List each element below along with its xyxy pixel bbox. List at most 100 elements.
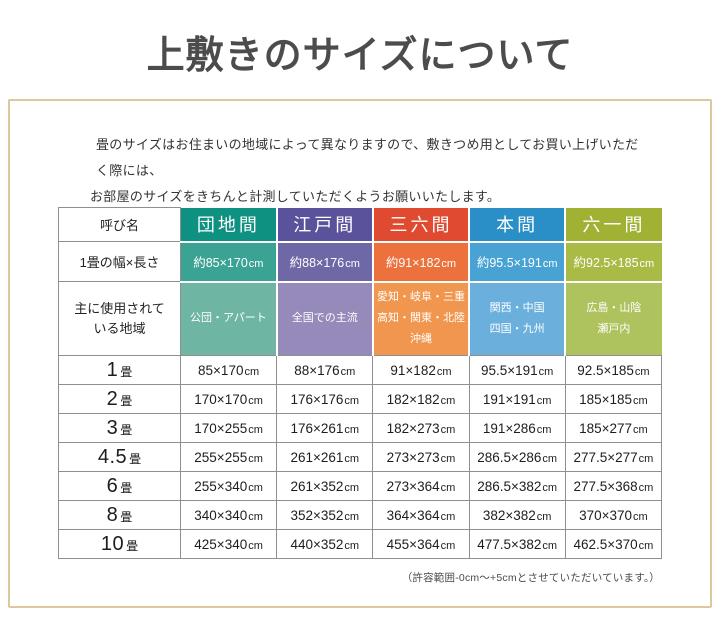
unit-label: cm [344, 481, 360, 494]
size-value-cell: 88×176cm [276, 355, 374, 385]
size-value-cell: 286.5×382cm [468, 471, 566, 501]
unit-label: cm [248, 394, 263, 407]
table-row: 主に使用されて いる地域 公団・アパート 全国での主流 愛知・岐阜・三重 高知・関東・… [58, 280, 662, 356]
unit-label: cm [248, 452, 263, 465]
description-line: お部屋のサイズをきちんと計測していただくようお願いいたします。 [90, 189, 501, 204]
unit-label: cm [633, 510, 648, 523]
column-header: 三六間 [371, 207, 470, 242]
unit-label: cm [440, 510, 456, 523]
size-number: 4.5 [97, 445, 128, 468]
mat-dimension-cell: 約92.5×185cm [564, 240, 662, 282]
size-unit-label: 畳 [120, 480, 133, 495]
size-unit-label: 畳 [120, 422, 133, 437]
size-value-cell: 277.5×368cm [564, 471, 663, 501]
table-row: 1 畳 85×170cm 88×176cm 91×182cm 95.5×191cm 92.5… [58, 355, 663, 385]
size-value-cell: 277.5×277cm [564, 442, 663, 472]
size-unit-label: 畳 [129, 451, 142, 466]
mat-dimension-cell: 約91×182cm [371, 240, 470, 282]
unit-label: cm [248, 258, 264, 270]
unit-label: cm [633, 394, 648, 407]
size-value-cell: 425×340cm [179, 529, 278, 559]
unit-label: cm [248, 510, 263, 523]
size-value-cell: 273×273cm [372, 442, 470, 472]
unit-label: cm [538, 365, 554, 378]
mat-dimension-cell: 約85×170cm [180, 240, 277, 282]
region-cell: 愛知・岐阜・三重 高知・関東・北陸 沖縄 [371, 280, 470, 356]
unit-label: cm [638, 481, 654, 494]
size-number: 1 [106, 358, 119, 381]
unit-label: cm [440, 423, 456, 436]
size-value-cell: 182×182cm [372, 384, 470, 414]
size-number: 10 [100, 532, 125, 555]
unit-label: cm [440, 539, 456, 552]
unit-label: cm [344, 423, 360, 436]
unit-label: cm [633, 423, 648, 436]
region-cell: 広島・山陰 瀬戸内 [564, 280, 662, 356]
tatami-size-table: 呼び名 団地間 江戸間 三六間 本間 六一間 1畳の幅×長さ 約85×170cm 約88×176… [58, 207, 663, 559]
size-value-cell: 261×261cm [276, 442, 374, 472]
unit-label: cm [536, 510, 552, 523]
size-value-cell: 440×352cm [276, 529, 374, 559]
table-row: 1畳の幅×長さ 約85×170cm 約88×176cm 約91×182cm 約95.5×… [58, 240, 662, 282]
column-header: 本間 [468, 207, 566, 242]
size-value-cell: 364×364cm [372, 500, 470, 530]
unit-label: cm [248, 423, 263, 436]
size-value-cell: 95.5×191cm [468, 355, 566, 385]
table-row: 3 畳 170×255cm 176×261cm 182×273cm 191×286cm 18… [58, 413, 663, 443]
unit-label: cm [345, 258, 360, 270]
size-number: 3 [106, 416, 119, 439]
unit-label: cm [440, 481, 456, 494]
mat-dimension-cell: 約88×176cm [275, 240, 373, 282]
size-value-cell: 477.5×382cm [468, 529, 566, 559]
size-value-cell: 92.5×185cm [564, 355, 663, 385]
size-value-cell: 340×340cm [179, 500, 278, 530]
size-value-cell: 462.5×370cm [564, 529, 663, 559]
size-value-cell: 176×176cm [276, 384, 374, 414]
size-value-cell: 286.5×286cm [468, 442, 566, 472]
column-header: 団地間 [180, 207, 277, 242]
unit-label: cm [536, 423, 552, 436]
unit-label: cm [542, 258, 558, 270]
unit-label: cm [638, 452, 654, 465]
column-header: 六一間 [564, 207, 662, 242]
size-value-cell: 455×364cm [372, 529, 470, 559]
size-value-cell: 170×255cm [179, 413, 278, 443]
size-value-cell: 382×382cm [468, 500, 566, 530]
size-value-cell: 261×352cm [276, 471, 374, 501]
description-text: 畳のサイズはお住まいの地域によって異なりますので、敷きつめ用としてお買い上げいた… [90, 132, 650, 210]
size-number: 6 [106, 474, 119, 497]
unit-label: cm [639, 258, 655, 270]
unit-label: cm [542, 481, 558, 494]
unit-label: cm [536, 394, 552, 407]
unit-label: cm [440, 452, 456, 465]
unit-label: cm [440, 394, 456, 407]
row-label: 4.5 畳 [58, 442, 181, 472]
unit-label: cm [436, 365, 452, 378]
size-value-cell: 185×185cm [564, 384, 663, 414]
size-unit-label: 畳 [126, 538, 139, 553]
region-cell: 関西・中国 四国・九州 [468, 280, 566, 356]
size-value-cell: 170×170cm [179, 384, 278, 414]
unit-label: cm [542, 539, 558, 552]
size-unit-label: 畳 [120, 509, 133, 524]
size-unit-label: 畳 [120, 393, 133, 408]
unit-label: cm [344, 394, 360, 407]
tolerance-note: （許容範囲-0cm～+5cmとさせていただいています。） [401, 572, 660, 584]
table-row: 呼び名 団地間 江戸間 三六間 本間 六一間 [58, 207, 662, 242]
size-number: 2 [106, 387, 119, 410]
unit-label: cm [248, 539, 263, 552]
unit-label: cm [634, 365, 650, 378]
size-value-cell: 182×273cm [372, 413, 470, 443]
page-title: 上敷きのサイズについて [146, 35, 574, 77]
row-label: 10 畳 [58, 529, 181, 559]
table-row: 10 畳 425×340cm 440×352cm 455×364cm 477.5×382c… [58, 529, 663, 559]
row-header-name: 呼び名 [58, 207, 181, 242]
unit-label: cm [340, 365, 356, 378]
size-value-cell: 176×261cm [276, 413, 374, 443]
unit-label: cm [244, 365, 260, 378]
mat-dimension-cell: 約95.5×191cm [468, 240, 566, 282]
